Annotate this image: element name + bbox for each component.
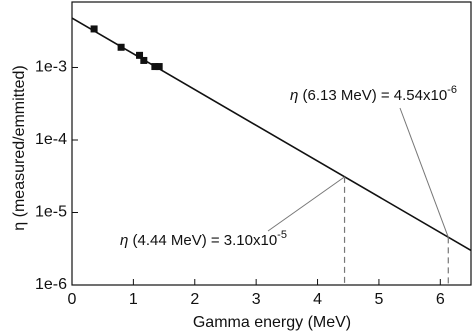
leader-line (399, 107, 449, 238)
x-tick-label: 2 (190, 291, 199, 308)
annotation-text: (4.44 MeV) = 3.10x10 (128, 232, 277, 249)
y-tick-label: 1e-3 (35, 59, 67, 76)
annotation-symbol: η (290, 87, 298, 104)
x-tick-label: 3 (252, 291, 261, 308)
x-tick-label: 4 (313, 291, 322, 308)
annotation-exponent: -5 (277, 229, 287, 241)
annotation: η (6.13 MeV) = 4.54x10-6 (290, 84, 457, 104)
x-tick-label: 0 (68, 291, 77, 308)
fit-line (71, 17, 472, 252)
y-tick-label: 1e-6 (35, 276, 67, 293)
y-axis-label: η (measured/emmitted) (11, 65, 28, 230)
y-tick-label: 1e-4 (35, 131, 67, 148)
annotation-text: (6.13 MeV) = 4.54x10 (298, 87, 447, 104)
annotation-symbol: η (120, 232, 128, 249)
x-tick-label: 5 (374, 291, 383, 308)
y-tick-label: 1e-5 (35, 204, 67, 221)
x-tick-label: 6 (436, 291, 445, 308)
data-point (155, 63, 163, 71)
x-tick-label: 1 (129, 291, 138, 308)
plot-frame (71, 1, 472, 286)
leader-line (267, 176, 345, 232)
data-point (90, 25, 98, 33)
x-axis-label: Gamma energy (MeV) (193, 314, 351, 331)
data-point (136, 51, 144, 59)
annotation: η (4.44 MeV) = 3.10x10-5 (120, 229, 287, 249)
annotation-exponent: -6 (447, 84, 457, 96)
